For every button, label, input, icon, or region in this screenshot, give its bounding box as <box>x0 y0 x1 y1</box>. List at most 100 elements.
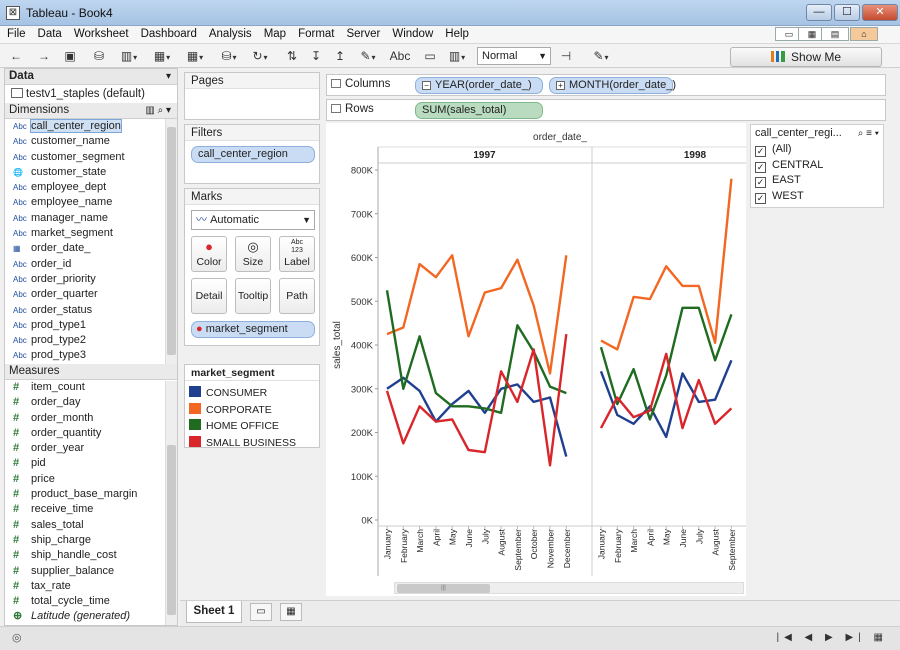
collapse-icon[interactable]: − <box>422 81 431 90</box>
menu-help[interactable]: Help <box>445 28 469 40</box>
quick-filter-menu-icon[interactable]: ⌕ ≡ ▾ <box>857 128 879 139</box>
close-button[interactable]: ✕ <box>862 4 898 21</box>
color-pill-market-segment[interactable]: ● market_segment <box>191 321 315 338</box>
checkbox[interactable]: ✓ <box>755 177 766 188</box>
rows-pill-sum-sales-total[interactable]: SUM(sales_total) <box>415 102 543 119</box>
new-worksheet-tab-icon[interactable]: ▭ <box>250 603 272 621</box>
show-labels-icon[interactable]: Abc <box>389 49 411 63</box>
measure-field[interactable]: # total_cycle_time <box>5 594 177 609</box>
color-button[interactable]: ● Color <box>191 236 227 272</box>
measure-field[interactable]: # receive_time <box>5 502 177 517</box>
dimension-field[interactable]: Abc employee_name <box>5 195 177 210</box>
dimension-field[interactable]: Abc call_center_region <box>5 119 177 134</box>
measure-field[interactable]: # price <box>5 472 177 487</box>
menu-format[interactable]: Format <box>298 28 335 40</box>
dimension-field[interactable]: Abc prod_type3 <box>5 348 177 363</box>
fit-select[interactable]: Normal ▼ <box>477 47 551 65</box>
back-icon[interactable]: ← <box>10 49 22 63</box>
checkbox[interactable]: ✓ <box>755 146 766 157</box>
scrollbar-thumb[interactable] <box>167 445 176 615</box>
connect-data-icon[interactable]: ⛁ <box>93 49 105 63</box>
save-icon[interactable]: ▣ <box>64 49 76 63</box>
duplicate-sheet-icon[interactable]: ▦ <box>150 47 174 65</box>
dimension-field[interactable]: Abc prod_type2 <box>5 333 177 348</box>
sheet-tab-sheet1[interactable]: Sheet 1 <box>186 601 242 623</box>
dimension-field[interactable]: 🌐 customer_state <box>5 165 177 180</box>
dimensions-tools-icon[interactable]: ▥ ⌕ ▾ <box>145 105 171 116</box>
dimension-field[interactable]: Abc market_segment <box>5 226 177 241</box>
annotate-icon[interactable]: ✎ <box>588 47 614 65</box>
measure-field[interactable]: # supplier_balance <box>5 564 177 579</box>
columns-shelf[interactable]: Columns − YEAR(order_date_) + MONTH(order_… <box>326 74 886 96</box>
clear-sheet-icon[interactable]: ▦ <box>182 47 208 65</box>
measure-field[interactable]: # order_day <box>5 395 177 410</box>
measure-field[interactable]: # ship_charge <box>5 533 177 548</box>
expand-icon[interactable]: + <box>556 81 565 90</box>
dimension-field[interactable]: ▦ order_date_ <box>5 241 177 256</box>
maximize-button[interactable]: ☐ <box>834 4 860 21</box>
dimension-field[interactable]: Abc employee_dept <box>5 180 177 195</box>
dimension-field[interactable]: Abc customer_segment <box>5 150 177 165</box>
tooltip-button[interactable]: Tooltip <box>235 278 271 314</box>
measure-field[interactable]: # product_base_margin <box>5 487 177 502</box>
measure-field[interactable]: ⊕ Latitude (generated) <box>5 609 177 624</box>
checkbox[interactable]: ✓ <box>755 192 766 204</box>
menu-analysis[interactable]: Analysis <box>208 28 252 40</box>
scrollbar-thumb[interactable] <box>167 127 176 355</box>
measure-field[interactable]: # sales_total <box>5 518 177 533</box>
data-source-icon[interactable]: ⛁ <box>216 47 242 65</box>
menu-file[interactable]: File <box>7 28 26 40</box>
menu-window[interactable]: Window <box>392 28 434 40</box>
quick-filter-option[interactable]: ✓ CENTRAL <box>751 158 883 174</box>
worksheet-view[interactable]: order_date_ sales_total 0K 100K 200K 300K 400K… <box>326 123 746 596</box>
label-button[interactable]: Abc 123 Label <box>279 236 315 272</box>
forward-icon[interactable]: → <box>38 49 50 63</box>
home-icon[interactable]: ⌂ <box>850 27 878 41</box>
legend-item[interactable]: SMALL BUSINESS <box>189 435 296 451</box>
rows-shelf[interactable]: Rows SUM(sales_total) <box>326 99 886 121</box>
dimension-field[interactable]: Abc order_id <box>5 257 177 272</box>
minimize-button[interactable]: — <box>806 4 832 21</box>
sort-ascending-icon[interactable]: ↧ <box>310 49 322 63</box>
menu-map[interactable]: Map <box>263 28 287 40</box>
sheet-navigation[interactable]: |◀ ◀ ▶ ▶| ▦ <box>776 632 888 643</box>
legend-item[interactable]: HOME OFFICE <box>189 418 279 434</box>
measure-field[interactable]: # tax_rate <box>5 579 177 594</box>
datasource-item[interactable]: testv1_staples (default) <box>5 85 177 103</box>
dimension-field[interactable]: Abc prod_type1 <box>5 318 177 333</box>
measure-field[interactable]: # pid <box>5 456 177 471</box>
quick-filter-option[interactable]: ✓ (All) <box>751 142 883 158</box>
checkbox[interactable]: ✓ <box>755 161 766 173</box>
sort-descending-icon[interactable]: ↥ <box>334 49 346 63</box>
filters-card[interactable]: Filters call_center_region <box>184 124 320 184</box>
dimension-field[interactable]: Abc order_priority <box>5 272 177 287</box>
menu-worksheet[interactable]: Worksheet <box>73 28 129 40</box>
new-worksheet-icon[interactable]: ▥ <box>116 47 142 65</box>
new-dashboard-tab-icon[interactable]: ▦ <box>280 603 302 621</box>
pages-card[interactable]: Pages <box>184 72 320 120</box>
menu-dashboard[interactable]: Dashboard <box>140 28 197 40</box>
quick-filter-option[interactable]: ✓ WEST <box>751 189 883 205</box>
dimensions-scrollbar[interactable] <box>165 119 177 364</box>
highlight-icon[interactable]: ✎ <box>356 47 380 65</box>
columns-pill-month[interactable]: + MONTH(order_date_) <box>549 77 676 94</box>
show-me-button[interactable]: Show Me <box>730 47 882 67</box>
presentation-icon[interactable]: ▭ <box>424 49 436 63</box>
columns-pill-year[interactable]: − YEAR(order_date_) <box>415 77 543 94</box>
swap-icon[interactable]: ⇅ <box>286 49 298 63</box>
horizontal-scrollbar[interactable]: ||| <box>394 582 744 594</box>
filter-pill-call-center-region[interactable]: call_center_region <box>191 146 315 163</box>
legend-item[interactable]: CONSUMER <box>189 385 267 401</box>
measure-field[interactable]: # order_month <box>5 411 177 426</box>
size-button[interactable]: ◎ Size <box>235 236 271 272</box>
refresh-icon[interactable]: ↻ <box>248 47 272 65</box>
dimension-field[interactable]: Abc order_status <box>5 303 177 318</box>
measure-field[interactable]: # item_count <box>5 380 177 395</box>
dimension-field[interactable]: Abc customer_name <box>5 134 177 149</box>
measure-field[interactable]: # order_year <box>5 441 177 456</box>
menu-server[interactable]: Server <box>346 28 381 40</box>
path-button[interactable]: Path <box>279 278 315 314</box>
pane-menu-icon[interactable]: ▾ <box>165 71 171 82</box>
show-cards-icon[interactable]: ▥ <box>444 47 470 65</box>
mark-type-select[interactable]: 〰 Automatic ▼ <box>191 210 315 230</box>
